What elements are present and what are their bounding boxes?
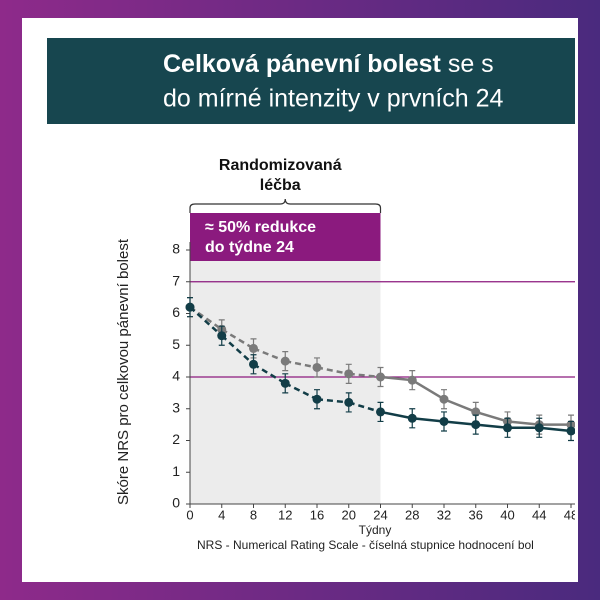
line-segment	[348, 372, 381, 379]
y-tick-label: 2	[172, 431, 180, 447]
line-segment	[221, 328, 255, 350]
line-segment	[380, 375, 413, 382]
point	[312, 394, 322, 404]
line-segment	[443, 420, 476, 426]
line-segment	[252, 363, 286, 385]
y-tick-label: 4	[172, 368, 180, 384]
bracket	[189, 198, 382, 213]
x-tick-label: 20	[342, 507, 356, 522]
y-tick-label: 5	[172, 336, 180, 352]
x-tick-label: 28	[405, 507, 419, 522]
x-tick-label: 44	[532, 507, 546, 522]
point	[344, 369, 354, 379]
y-tick-label: 0	[172, 495, 180, 511]
line-segment	[316, 366, 349, 376]
point	[471, 407, 481, 417]
point	[439, 416, 449, 426]
y-tick-label: 8	[172, 241, 180, 257]
bracket-label: Randomizovaná	[219, 157, 342, 174]
x-tick-label: 16	[310, 507, 324, 522]
y-tick-label: 3	[172, 399, 180, 415]
x-tick-label: 32	[437, 507, 451, 522]
x-axis-label: Týdny	[359, 523, 392, 537]
point	[439, 394, 449, 404]
point	[280, 356, 290, 366]
y-tick-label: 1	[172, 463, 180, 479]
line-segment	[411, 379, 445, 401]
y-tick-label: 6	[172, 304, 180, 320]
x-tick-label: 8	[250, 507, 257, 522]
point	[407, 413, 417, 423]
line-segment	[316, 397, 349, 404]
point	[503, 423, 512, 433]
y-tick-label: 7	[172, 272, 180, 288]
point	[344, 397, 354, 407]
point	[249, 343, 258, 353]
line-segment	[348, 401, 381, 414]
line-segment	[220, 334, 255, 366]
line-segment	[507, 420, 540, 426]
bracket-label: léčba	[260, 177, 301, 194]
point	[407, 375, 417, 385]
title-bold: Celková pánevní bolest	[163, 50, 442, 78]
line-segment	[539, 426, 572, 433]
point	[249, 359, 258, 369]
point	[376, 407, 385, 417]
line-segment	[189, 306, 223, 337]
title-box	[47, 38, 575, 124]
y-axis-label: Skóre NRS pro celkovou pánevní bolest	[115, 238, 132, 505]
point	[312, 362, 322, 372]
point	[471, 420, 481, 430]
line-segment	[380, 410, 413, 420]
box-label: ≈ 50% redukce	[205, 219, 316, 236]
line-segment	[475, 410, 508, 423]
line-segment	[443, 398, 477, 414]
x-tick-label: 40	[500, 507, 514, 522]
point	[217, 331, 227, 341]
box-label: do týdne 24	[205, 239, 294, 256]
line-segment	[475, 423, 508, 430]
line-segment	[285, 359, 318, 369]
x-tick-label: 48	[564, 507, 578, 522]
x-tick-label: 24	[373, 507, 387, 522]
line-segment	[412, 417, 445, 423]
x-tick-label: 0	[186, 507, 193, 522]
point	[566, 426, 575, 436]
line-segment	[284, 382, 318, 401]
footnote: NRS - Numerical Rating Scale - číselná s…	[197, 538, 534, 552]
line-segment	[253, 347, 286, 363]
content: Celková pánevní bolest se s do mírné int…	[47, 38, 578, 552]
title: Celková pánevní bolest se s	[163, 50, 494, 78]
highlight-box	[190, 213, 381, 261]
point	[280, 378, 290, 388]
title-rest: se s	[441, 50, 494, 78]
x-tick-label: 12	[278, 507, 292, 522]
x-tick-label: 36	[469, 507, 483, 522]
x-tick-label: 4	[218, 507, 225, 522]
point	[185, 302, 195, 312]
title-line: do mírné intenzity v prvních 24	[163, 85, 504, 113]
point	[376, 372, 385, 382]
line-segment	[189, 306, 223, 331]
point	[534, 423, 544, 433]
